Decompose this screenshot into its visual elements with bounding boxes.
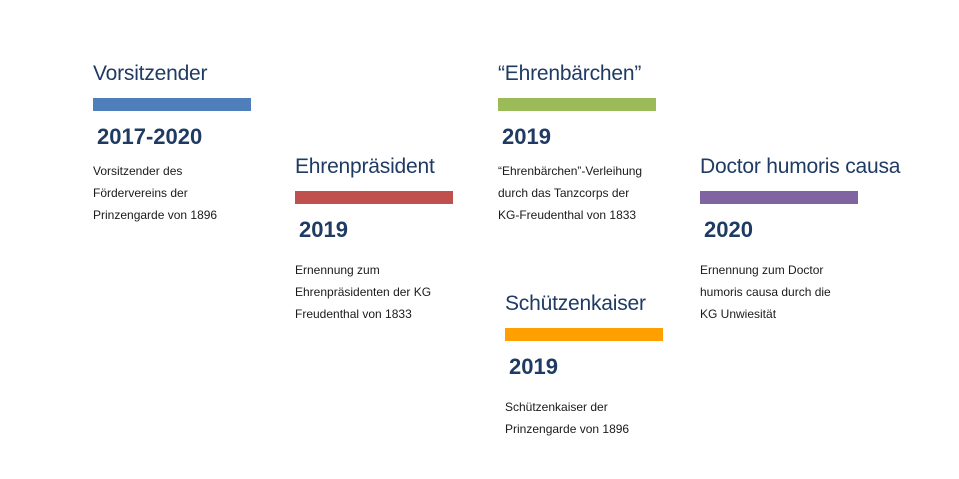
card-year: 2019	[509, 354, 558, 379]
card-description: Ernennung zum Ehrenpräsidenten der KG Fr…	[295, 263, 432, 321]
card-description: “Ehrenbärchen”-Verleihung durch das Tanz…	[498, 164, 643, 222]
card-description: Vorsitzender des Fördervereins der Prinz…	[93, 164, 218, 222]
card-vorsitzender: Vorsitzender 2017-2020 Vorsitzender des …	[93, 62, 333, 226]
card-description: Ernennung zum Doctor humoris causa durch…	[700, 263, 831, 321]
card-title: Vorsitzender	[93, 62, 208, 85]
card-year: 2017-2020	[97, 124, 203, 149]
color-bar	[700, 191, 858, 204]
card-title: Doctor humoris causa	[700, 155, 901, 178]
color-bar	[505, 328, 663, 341]
card-description: Schützenkaiser der Prinzengarde von 1896	[505, 400, 630, 436]
card-schuetzenkaiser: Schützenkaiser 2019 Schützenkaiser der P…	[505, 292, 745, 440]
card-year: 2019	[299, 217, 348, 242]
card-ehrenpraesident: Ehrenpräsident 2019 Ernennung zum Ehrenp…	[295, 155, 535, 325]
card-title: “Ehrenbärchen”	[498, 62, 642, 85]
card-year: 2020	[704, 217, 753, 242]
color-bar	[498, 98, 656, 111]
color-bar	[93, 98, 251, 111]
card-ehrenbaerchen: “Ehrenbärchen” 2019 “Ehrenbärchen”-Verle…	[498, 62, 738, 226]
card-title: Schützenkaiser	[505, 292, 646, 315]
card-title: Ehrenpräsident	[295, 155, 435, 178]
color-bar	[295, 191, 453, 204]
card-year: 2019	[502, 124, 551, 149]
card-doctor-humoris-causa: Doctor humoris causa 2020 Ernennung zum …	[700, 155, 940, 325]
